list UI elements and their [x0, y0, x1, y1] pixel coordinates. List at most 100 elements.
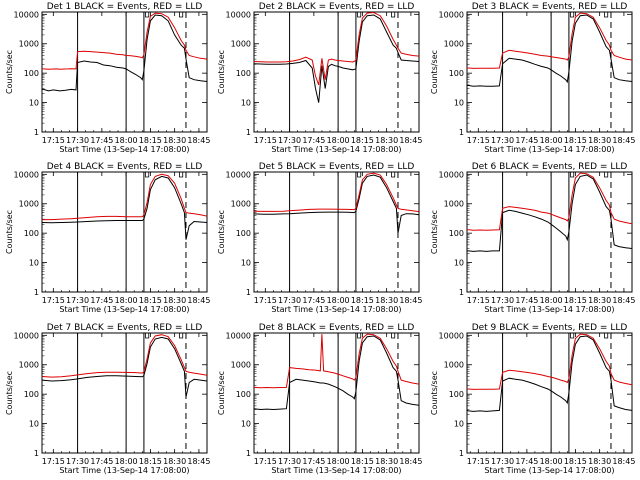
y-tick-label: 1 — [459, 128, 464, 137]
y-tick-label: 1 — [34, 449, 39, 458]
x-tick-label: 17:45 — [302, 296, 325, 305]
y-tick-label: 1 — [246, 128, 251, 137]
y-tick-label: 10 — [454, 420, 464, 429]
x-tick-label: 18:00 — [115, 136, 138, 145]
y-tick-label: 10 — [241, 99, 251, 108]
x-tick-label: 18:15 — [351, 457, 374, 466]
lld-series-line — [42, 334, 207, 378]
attenuator-marker — [391, 333, 396, 339]
y-tick-label: 1 — [459, 288, 464, 297]
x-tick-label: 18:30 — [163, 296, 186, 305]
y-axis-label: Counts/sec — [430, 50, 439, 94]
y-tick-label: 100 — [24, 229, 39, 238]
y-tick-label: 1000 — [444, 200, 464, 209]
attenuator-marker — [179, 12, 184, 18]
y-tick-label: 1000 — [19, 200, 39, 209]
x-tick-label: 18:45 — [612, 136, 635, 145]
attenuator-marker — [604, 333, 609, 339]
detector-panel: 17:15 17:30 17:45 18:00 18:15 18:30 18:45 1 10 10… — [5, 323, 210, 475]
attenuator-marker — [145, 12, 150, 18]
detector-panel: 17:15 17:30 17:45 18:00 18:15 18:30 18:45 1 10 10… — [217, 2, 422, 154]
x-tick-label: 17:30 — [278, 136, 301, 145]
x-tick-label: 18:45 — [187, 296, 210, 305]
panel-title: Det 5 BLACK = Events, RED = LLD — [259, 162, 415, 172]
series-group — [254, 333, 419, 411]
x-tick-label: 17:15 — [467, 457, 490, 466]
x-tick-label: 17:45 — [302, 136, 325, 145]
panel-frame — [466, 11, 633, 133]
y-tick-label: 10000 — [14, 170, 39, 179]
events-series-line — [254, 335, 419, 411]
x-tick-label: 17:30 — [66, 296, 89, 305]
panel-frame — [466, 332, 633, 454]
detector-panel: 17:15 17:30 17:45 18:00 18:15 18:30 18:45 1 10 10… — [430, 162, 635, 314]
x-tick-label: 18:45 — [399, 136, 422, 145]
x-tick-label: 18:45 — [187, 136, 210, 145]
y-tick-label: 1000 — [19, 361, 39, 370]
attenuator-marker — [145, 333, 150, 339]
y-tick-label: 10000 — [226, 170, 251, 179]
lld-series-line — [254, 333, 419, 389]
y-tick-label: 10 — [454, 99, 464, 108]
attenuator-marker — [357, 333, 362, 339]
attenuator-marker — [391, 172, 396, 178]
lld-series-line — [467, 333, 632, 390]
detector-panel: 17:15 17:30 17:45 18:00 18:15 18:30 18:45 1 10 10… — [430, 2, 635, 154]
x-axis-label: Start Time (13-Sep-14 17:08:00) — [271, 466, 401, 475]
lld-series-line — [254, 172, 419, 213]
y-tick-label: 10000 — [226, 331, 251, 340]
series-group — [467, 333, 632, 412]
detector-panel: 17:15 17:30 17:45 18:00 18:15 18:30 18:45 1 10 10… — [217, 162, 422, 314]
x-axis-label: Start Time (13-Sep-14 17:08:00) — [59, 145, 189, 154]
y-tick-label: 1000 — [231, 361, 251, 370]
attenuator-marker — [570, 12, 575, 18]
detector-panel: 17:15 17:30 17:45 18:00 18:15 18:30 18:45 1 10 10… — [5, 162, 210, 314]
x-axis-label: Start Time (13-Sep-14 17:08:00) — [484, 466, 614, 475]
panel-title: Det 1 BLACK = Events, RED = LLD — [47, 2, 203, 12]
x-tick-label: 17:15 — [42, 296, 65, 305]
y-tick-label: 10000 — [14, 10, 39, 19]
panel-frame — [253, 171, 420, 293]
events-series-line — [467, 14, 632, 87]
x-tick-label: 17:45 — [515, 136, 538, 145]
x-tick-label: 18:30 — [163, 457, 186, 466]
x-tick-label: 18:15 — [564, 296, 587, 305]
y-tick-label: 1000 — [444, 361, 464, 370]
attenuator-marker — [145, 172, 150, 178]
y-tick-label: 10 — [241, 420, 251, 429]
attenuator-marker — [570, 172, 575, 178]
y-tick-label: 1000 — [444, 40, 464, 49]
y-tick-label: 10 — [29, 99, 39, 108]
y-tick-label: 100 — [24, 69, 39, 78]
attenuator-marker — [391, 12, 396, 18]
y-tick-label: 1 — [34, 288, 39, 297]
x-tick-label: 18:15 — [351, 296, 374, 305]
y-axis-label: Counts/sec — [430, 210, 439, 254]
panel-frame — [41, 11, 208, 133]
x-tick-label: 18:15 — [139, 136, 162, 145]
x-tick-label: 17:15 — [467, 296, 490, 305]
y-tick-label: 100 — [449, 69, 464, 78]
x-tick-label: 17:30 — [491, 457, 514, 466]
x-axis-label: Start Time (13-Sep-14 17:08:00) — [271, 305, 401, 314]
x-axis-label: Start Time (13-Sep-14 17:08:00) — [484, 145, 614, 154]
y-tick-label: 10 — [454, 259, 464, 268]
x-tick-label: 17:30 — [491, 136, 514, 145]
x-tick-label: 18:00 — [540, 296, 563, 305]
y-tick-label: 100 — [236, 69, 251, 78]
events-series-line — [42, 14, 207, 92]
x-tick-label: 18:30 — [588, 457, 611, 466]
lld-series-line — [42, 173, 207, 221]
x-tick-label: 17:45 — [302, 457, 325, 466]
lld-series-line — [467, 172, 632, 231]
x-axis-label: Start Time (13-Sep-14 17:08:00) — [271, 145, 401, 154]
panel-title: Det 8 BLACK = Events, RED = LLD — [259, 323, 415, 333]
lld-series-line — [42, 12, 207, 70]
x-tick-label: 18:00 — [540, 457, 563, 466]
series-group — [254, 12, 419, 103]
attenuator-marker — [357, 172, 362, 178]
events-series-line — [42, 336, 207, 398]
attenuator-marker — [604, 172, 609, 178]
x-tick-label: 17:15 — [42, 457, 65, 466]
